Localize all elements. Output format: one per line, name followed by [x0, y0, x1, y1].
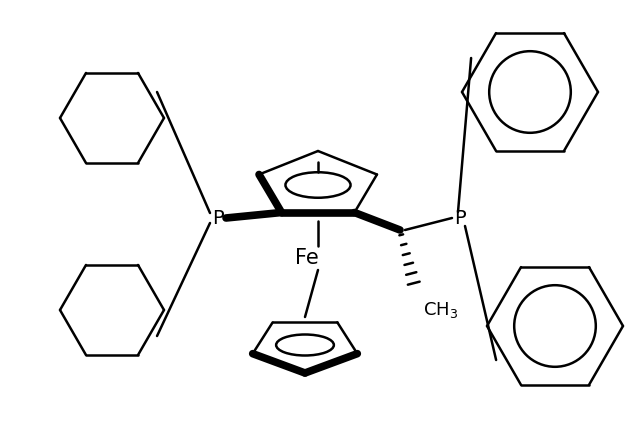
Text: Fe: Fe: [295, 248, 319, 268]
Text: CH$_3$: CH$_3$: [423, 300, 458, 320]
Text: P: P: [212, 209, 224, 227]
Text: P: P: [454, 209, 466, 227]
